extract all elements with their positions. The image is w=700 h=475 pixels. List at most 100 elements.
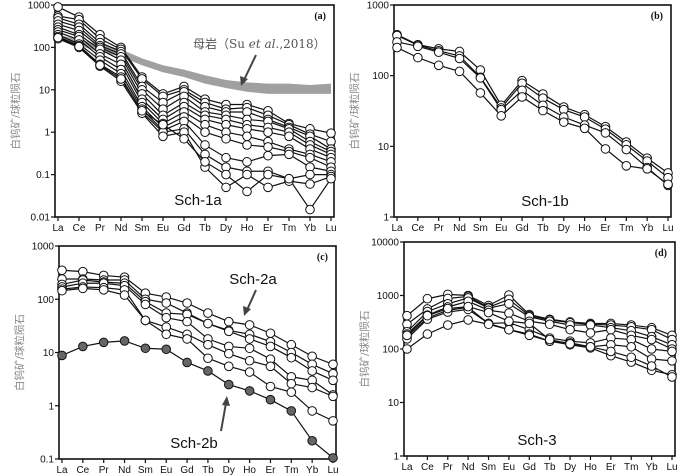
data-point bbox=[242, 157, 252, 167]
panel-title: Sch-3 bbox=[517, 432, 556, 449]
plot-frame bbox=[54, 4, 335, 218]
x-tick-label: Yb bbox=[645, 462, 658, 473]
data-point bbox=[223, 361, 234, 372]
y-tick-label: 1 bbox=[383, 213, 389, 224]
data-point bbox=[646, 334, 657, 345]
annotation-arrowhead bbox=[240, 76, 248, 86]
data-point bbox=[328, 391, 338, 402]
y-axis-label: 白钨矿/球粒陨石 bbox=[9, 72, 22, 149]
data-point bbox=[642, 164, 652, 174]
data-point bbox=[544, 319, 555, 330]
annotation-arrow bbox=[243, 54, 257, 81]
data-point bbox=[307, 351, 317, 362]
y-tick-label: 100 bbox=[372, 71, 389, 82]
data-point bbox=[667, 346, 677, 357]
x-tick-label: Tb bbox=[202, 465, 214, 475]
data-point bbox=[53, 32, 63, 43]
data-point bbox=[182, 357, 192, 368]
y-tick-label: 0.1 bbox=[40, 455, 54, 466]
data-point bbox=[182, 298, 192, 308]
data-point bbox=[454, 66, 465, 77]
data-point bbox=[244, 334, 255, 344]
data-point bbox=[286, 352, 297, 363]
data-point bbox=[244, 386, 255, 396]
data-point bbox=[221, 182, 231, 193]
y-tick-label: 1 bbox=[48, 401, 54, 412]
x-tick-label: Yb bbox=[306, 465, 319, 475]
data-point bbox=[265, 341, 276, 352]
x-tick-label: Ho bbox=[243, 465, 256, 475]
data-point bbox=[57, 350, 67, 361]
data-point bbox=[626, 352, 637, 363]
x-tick-label: Gd bbox=[177, 223, 190, 234]
data-point bbox=[442, 320, 453, 330]
data-point bbox=[119, 336, 130, 346]
x-tick-label: Dy bbox=[564, 462, 576, 473]
data-point bbox=[307, 382, 317, 393]
data-point bbox=[182, 316, 192, 327]
data-point bbox=[433, 60, 444, 71]
x-tick-label: La bbox=[401, 462, 413, 473]
x-tick-label: Gd bbox=[180, 465, 193, 475]
plot-frame bbox=[393, 4, 672, 218]
y-tick-label: 100 bbox=[37, 295, 54, 306]
data-point bbox=[392, 42, 402, 53]
annotation-arrow bbox=[246, 289, 257, 311]
y-axis-label: 白钨矿/球粒陨石 bbox=[13, 314, 26, 391]
y-tick-label: 10 bbox=[39, 85, 51, 96]
data-point bbox=[402, 330, 412, 341]
y-tick-label: 10 bbox=[43, 348, 55, 359]
x-tick-label: Tm bbox=[619, 223, 633, 234]
data-point bbox=[263, 150, 273, 161]
data-point bbox=[328, 359, 338, 370]
data-point bbox=[286, 387, 297, 397]
annotation-arrowhead bbox=[243, 306, 251, 316]
data-point bbox=[442, 303, 453, 314]
data-point bbox=[200, 127, 210, 137]
data-point bbox=[244, 367, 255, 377]
data-point bbox=[223, 316, 234, 327]
y-tick-label: 10 bbox=[378, 142, 390, 153]
data-point bbox=[422, 329, 433, 339]
x-tick-label: Tm bbox=[624, 462, 638, 473]
data-point bbox=[263, 142, 273, 152]
data-point bbox=[544, 334, 555, 345]
data-point bbox=[305, 152, 315, 163]
data-point bbox=[454, 53, 465, 64]
x-tick-label: Pr bbox=[434, 223, 445, 234]
data-point bbox=[203, 318, 213, 329]
data-point bbox=[158, 119, 168, 130]
x-tick-label: Sm bbox=[481, 462, 496, 473]
x-tick-label: Lu bbox=[327, 465, 338, 475]
x-tick-label: Ce bbox=[411, 223, 424, 234]
data-point bbox=[161, 298, 172, 308]
data-point bbox=[221, 152, 231, 163]
y-tick-label: 100 bbox=[33, 43, 50, 54]
data-point bbox=[433, 47, 444, 57]
data-point bbox=[422, 293, 433, 304]
x-tick-label: Ce bbox=[73, 223, 86, 234]
data-point bbox=[244, 320, 255, 330]
data-point bbox=[98, 285, 109, 295]
data-point bbox=[203, 339, 213, 350]
data-point bbox=[305, 169, 315, 180]
data-point bbox=[200, 140, 210, 150]
data-point bbox=[579, 112, 590, 122]
data-point bbox=[504, 324, 514, 335]
data-point bbox=[326, 128, 336, 138]
panel-title: Sch-1b bbox=[521, 193, 569, 210]
data-point bbox=[284, 149, 294, 160]
y-tick-label: 10000 bbox=[371, 238, 399, 249]
data-point bbox=[263, 169, 273, 180]
data-point bbox=[140, 299, 151, 310]
x-tick-label: Dy bbox=[558, 223, 570, 234]
data-point bbox=[161, 312, 172, 323]
x-tick-label: Yb bbox=[641, 223, 654, 234]
y-tick-label: 1000 bbox=[28, 1, 51, 12]
x-tick-label: Gd bbox=[515, 223, 528, 234]
data-point bbox=[413, 41, 423, 52]
x-tick-label: Tb bbox=[544, 462, 556, 473]
data-point bbox=[496, 111, 507, 121]
data-point bbox=[305, 179, 315, 189]
data-point bbox=[524, 318, 535, 329]
